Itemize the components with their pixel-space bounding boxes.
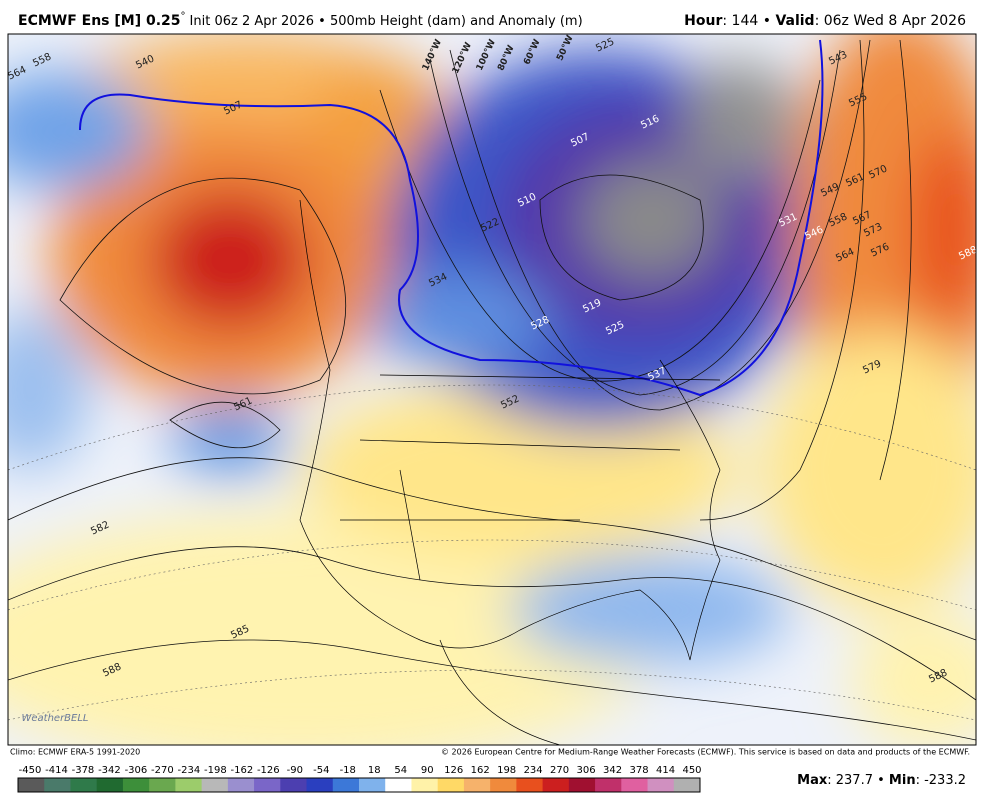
min-key: Min xyxy=(889,773,916,788)
colorbar-label: 414 xyxy=(656,765,675,776)
colorbar-label: -18 xyxy=(340,765,356,776)
colorbar-swatch xyxy=(332,778,360,792)
anomaly-field xyxy=(8,34,976,745)
colorbar-swatch xyxy=(437,778,465,792)
colorbar-label: 306 xyxy=(577,765,596,776)
colorbar-label: 162 xyxy=(471,765,490,776)
colorbar-swatch xyxy=(201,778,229,792)
colorbar-swatch xyxy=(595,778,622,792)
colorbar-swatch xyxy=(411,778,439,792)
max-key: Max xyxy=(797,773,828,788)
colorbar-swatch xyxy=(516,778,544,792)
watermark: WeatherBELL xyxy=(21,713,88,724)
colorbar-label: 450 xyxy=(682,765,701,776)
valid-key: Valid xyxy=(775,13,814,29)
map-frame xyxy=(7,33,977,746)
colorbar-label: -162 xyxy=(230,765,253,776)
max-value: : 237.7 • xyxy=(827,773,889,788)
colorbar-swatch xyxy=(463,778,491,792)
colorbar-label: -378 xyxy=(72,765,95,776)
colorbar-label: 378 xyxy=(629,765,648,776)
colorbar-swatch xyxy=(149,778,176,792)
colorbar-label: 234 xyxy=(524,765,543,776)
coastlines-borders xyxy=(299,199,721,745)
colorbar-label: 54 xyxy=(394,765,407,776)
colorbar-swatch xyxy=(122,778,150,792)
colorbar-swatch xyxy=(568,778,596,792)
colorbar-label: -414 xyxy=(45,765,68,776)
hour-key: Hour xyxy=(684,13,722,29)
max-min: Max: 237.7 • Min: -233.2 xyxy=(797,773,966,788)
colorbar-label: 342 xyxy=(603,765,622,776)
colorbar-label: 270 xyxy=(550,765,569,776)
colorbar-label: -342 xyxy=(98,765,121,776)
colorbar-swatch xyxy=(227,778,255,792)
valid-time: Hour: 144 • Valid: 06z Wed 8 Apr 2026 xyxy=(684,13,966,29)
colorbar-label: -450 xyxy=(19,765,42,776)
colorbar-label: -270 xyxy=(151,765,174,776)
colorbar-label: 18 xyxy=(368,765,381,776)
colorbar-swatch xyxy=(44,778,71,792)
valid-value: : 06z Wed 8 Apr 2026 xyxy=(815,13,967,29)
model-title: ECMWF Ens [M] 0.25° Init 06z 2 Apr 2026 •… xyxy=(18,11,583,29)
colorbar-swatch xyxy=(490,778,517,792)
colorbar-label: -54 xyxy=(313,765,329,776)
colorbar-swatch xyxy=(306,778,334,792)
colorbar-label: 126 xyxy=(444,765,463,776)
colorbar-label: -306 xyxy=(125,765,148,776)
colorbar-swatch xyxy=(647,778,675,792)
colorbar-swatch xyxy=(70,778,98,792)
colorbar-swatch xyxy=(621,778,649,792)
colorbar-frame xyxy=(17,777,701,793)
colorbar-swatch xyxy=(385,778,412,792)
degree: ° xyxy=(181,11,186,22)
colorbar-swatch xyxy=(18,778,45,792)
colorbar-label: 90 xyxy=(421,765,434,776)
colorbar-label: 198 xyxy=(497,765,516,776)
height-contours xyxy=(8,39,976,741)
colorbar-swatch xyxy=(96,778,124,792)
highlight-contours xyxy=(79,39,824,397)
colorbar-swatch xyxy=(673,778,701,792)
colorbar-swatch xyxy=(542,778,570,792)
colorbar-swatch xyxy=(280,778,308,792)
hour-value: : 144 • xyxy=(722,13,775,29)
model: ECMWF Ens [M] 0.25 xyxy=(18,13,181,29)
colorbar-swatch xyxy=(175,778,203,792)
colorbar-label: -90 xyxy=(287,765,303,776)
colorbar-label: -198 xyxy=(204,765,227,776)
copyright: © 2026 European Centre for Medium-Range … xyxy=(441,748,970,757)
colorbar-swatch xyxy=(359,778,386,792)
colorbar-swatch xyxy=(254,778,281,792)
colorbar-label: -126 xyxy=(257,765,280,776)
colorbar: -450 -414 -378 -342 -306 -270 -234 -198 -162 -126… xyxy=(17,765,702,793)
graticule xyxy=(8,384,976,721)
min-value: : -233.2 xyxy=(916,773,966,788)
climo-note: Climo: ECMWF ERA-5 1991-2020 xyxy=(10,748,140,757)
colorbar-label: -234 xyxy=(178,765,201,776)
description: Init 06z 2 Apr 2026 • 500mb Height (dam)… xyxy=(190,14,583,29)
